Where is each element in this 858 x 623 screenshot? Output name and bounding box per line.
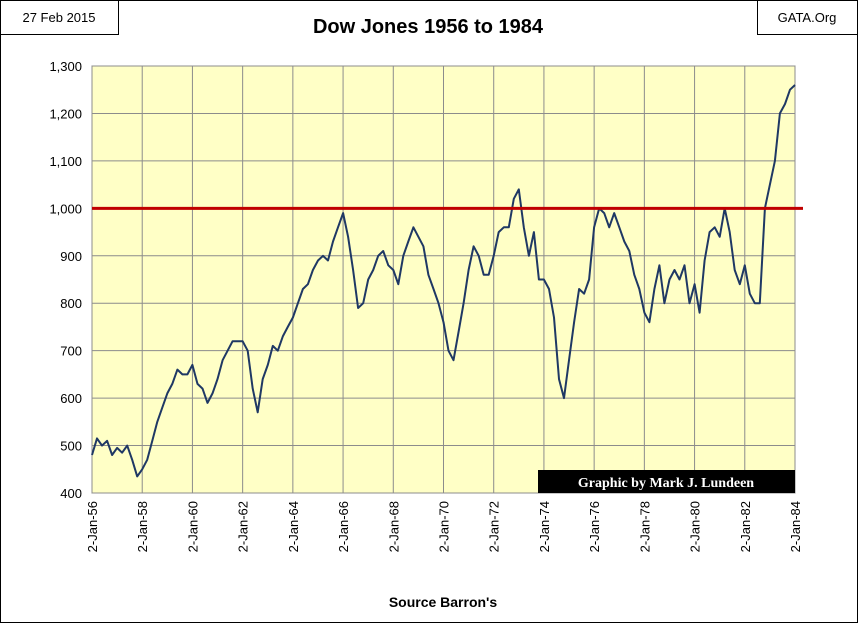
y-tick-label: 1,200 bbox=[49, 106, 82, 121]
x-tick-label: 2-Jan-64 bbox=[286, 501, 301, 552]
x-tick-label: 2-Jan-72 bbox=[487, 501, 502, 552]
x-tick-label: 2-Jan-82 bbox=[738, 501, 753, 552]
y-tick-label: 500 bbox=[60, 439, 82, 454]
x-tick-label: 2-Jan-60 bbox=[185, 501, 200, 552]
x-tick-label: 2-Jan-78 bbox=[637, 501, 652, 552]
y-tick-label: 800 bbox=[60, 296, 82, 311]
x-tick-label: 2-Jan-70 bbox=[437, 501, 452, 552]
date-label: 27 Feb 2015 bbox=[22, 10, 95, 25]
y-tick-label: 600 bbox=[60, 391, 82, 406]
x-tick-label: 2-Jan-74 bbox=[537, 501, 552, 552]
y-tick-label: 400 bbox=[60, 486, 82, 501]
credit-box bbox=[538, 470, 795, 493]
credit-label: Graphic by Mark J. Lundeen bbox=[578, 476, 754, 491]
site-label: GATA.Org bbox=[778, 10, 837, 25]
chart-title: Dow Jones 1956 to 1984 bbox=[313, 16, 544, 38]
x-tick-label: 2-Jan-66 bbox=[336, 501, 351, 552]
x-tick-label: 2-Jan-76 bbox=[587, 501, 602, 552]
y-tick-label: 1,300 bbox=[49, 59, 82, 74]
x-tick-label: 2-Jan-62 bbox=[236, 501, 251, 552]
y-tick-label: 700 bbox=[60, 344, 82, 359]
x-tick-label: 2-Jan-68 bbox=[386, 501, 401, 552]
site-box bbox=[757, 0, 858, 35]
x-tick-label: 2-Jan-80 bbox=[688, 501, 703, 552]
x-tick-label: 2-Jan-56 bbox=[85, 501, 100, 552]
date-box bbox=[0, 0, 119, 35]
x-axis-label: Source Barron's bbox=[389, 594, 498, 610]
y-tick-label: 1,000 bbox=[49, 201, 82, 216]
data-line bbox=[91, 84, 796, 478]
x-tick-label: 2-Jan-58 bbox=[135, 501, 150, 552]
y-tick-label: 1,100 bbox=[49, 154, 82, 169]
x-tick-label: 2-Jan-84 bbox=[788, 501, 803, 552]
y-tick-label: 900 bbox=[60, 249, 82, 264]
